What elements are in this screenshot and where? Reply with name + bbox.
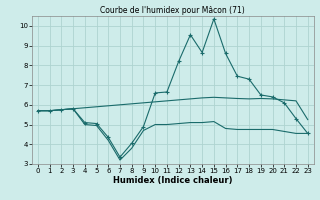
X-axis label: Humidex (Indice chaleur): Humidex (Indice chaleur) bbox=[113, 176, 233, 185]
Title: Courbe de l'humidex pour Mâcon (71): Courbe de l'humidex pour Mâcon (71) bbox=[100, 6, 245, 15]
